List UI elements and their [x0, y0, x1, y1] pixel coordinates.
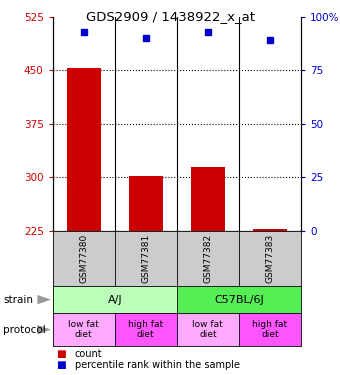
Text: GDS2909 / 1438922_x_at: GDS2909 / 1438922_x_at — [85, 10, 255, 24]
Text: GSM77380: GSM77380 — [79, 234, 88, 283]
Polygon shape — [37, 295, 51, 304]
Text: GSM77383: GSM77383 — [266, 234, 274, 283]
Text: GSM77382: GSM77382 — [203, 234, 212, 283]
Text: count: count — [75, 350, 102, 359]
Bar — [191, 166, 225, 231]
Text: protocol: protocol — [3, 325, 46, 334]
Text: strain: strain — [3, 295, 33, 304]
Bar — [67, 68, 101, 231]
Text: high fat
diet: high fat diet — [252, 320, 287, 339]
Text: A/J: A/J — [107, 295, 122, 304]
Text: ■: ■ — [56, 350, 66, 359]
Text: C57BL/6J: C57BL/6J — [214, 295, 264, 304]
Polygon shape — [37, 325, 51, 334]
Text: ■: ■ — [56, 360, 66, 370]
Bar — [129, 177, 163, 231]
Text: low fat
diet: low fat diet — [68, 320, 99, 339]
Text: GSM77381: GSM77381 — [141, 234, 150, 283]
Bar — [253, 229, 287, 231]
Text: percentile rank within the sample: percentile rank within the sample — [75, 360, 240, 370]
Text: low fat
diet: low fat diet — [192, 320, 223, 339]
Text: high fat
diet: high fat diet — [128, 320, 163, 339]
